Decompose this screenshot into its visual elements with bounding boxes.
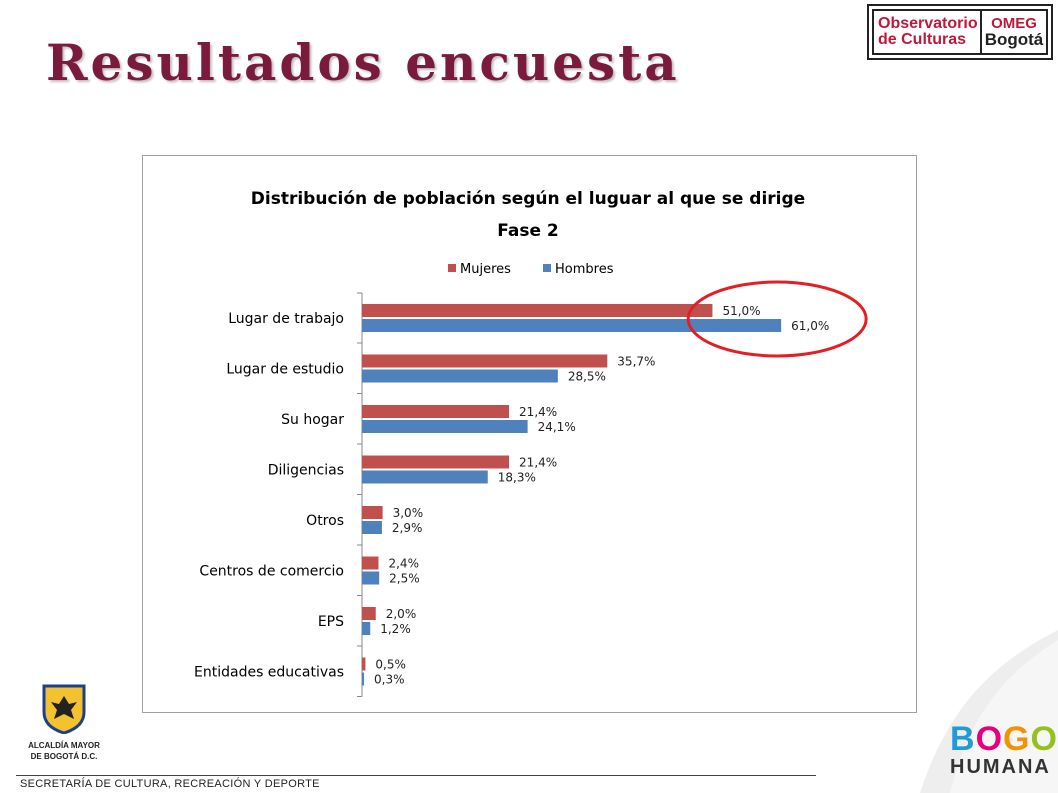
bar-chart: Distribución de población según el lugua… [194,189,868,697]
bar-mujeres [362,455,510,469]
observatorio-line2: de Culturas [878,31,967,48]
category-label: Entidades educativas [194,665,344,681]
bar-mujeres [362,556,379,570]
bar-hombres [362,622,371,635]
alcaldia-line1: ALCALDÍA MAYOR [28,741,100,750]
omeg-line2: Bogotá [984,30,1044,49]
chart-title: Distribución de población según el lugua… [251,189,805,209]
bar-hombres [362,369,558,383]
category-label: Lugar de estudio [226,362,344,378]
coat-of-arms-icon [42,684,86,735]
chart-legend: Mujeres Hombres [448,262,614,277]
footer-divider [16,775,816,776]
chart-plot-area: Lugar de trabajo 51,0% 61,0% Lugar de estud… [194,292,829,697]
data-label-mujeres: 21,4% [519,456,557,470]
bogota-humana-logo: BOGOTÁ HUMANA [950,720,1058,778]
bar-mujeres [362,607,376,620]
category-label: Lugar de trabajo [228,311,344,327]
data-label-hombres: 24,1% [538,420,576,434]
data-label-hombres: 61,0% [791,319,829,333]
data-label-mujeres: 2,0% [386,607,417,621]
legend-label-mujeres: Mujeres [460,262,511,277]
bar-mujeres [362,506,383,519]
bar-hombres [362,470,488,484]
data-label-mujeres: 51,0% [722,304,760,318]
alcaldia-line2: DE BOGOTÁ D.C. [30,752,98,762]
category-label: Centros de comercio [199,564,344,580]
chart-subtitle: Fase 2 [497,221,558,241]
data-label-mujeres: 21,4% [519,405,557,419]
category-label: Su hogar [281,412,344,428]
bar-hombres [362,521,382,534]
humana-wordmark: HUMANA [950,756,1051,778]
legend-swatch-mujeres [448,264,456,272]
data-label-hombres: 0,3% [374,673,405,687]
omeg-line1: OMEG [991,15,1037,32]
bogota-wordmark: BOGOTÁ [950,720,1058,758]
legend-swatch-hombres [543,264,551,272]
highlight-circle [686,280,868,358]
bar-hombres [362,420,528,433]
bar-hombres [362,672,365,686]
bar-mujeres [362,657,366,671]
bar-hombres [362,571,380,585]
bar-mujeres [362,354,608,368]
data-label-mujeres: 0,5% [375,658,406,672]
data-label-mujeres: 35,7% [617,355,655,369]
category-label: Otros [306,513,344,529]
bar-mujeres [362,405,510,418]
category-label: Diligencias [268,463,344,479]
observatorio-omeg-logo: Observatorio de Culturas OMEG Bogotá [867,4,1053,60]
chart-frame: Distribución de población según el lugua… [142,155,917,713]
category-label: EPS [318,614,344,630]
decorative-swoosh [920,630,1058,793]
data-label-mujeres: 3,0% [393,506,424,520]
bar-mujeres [362,304,713,317]
bar-hombres [362,319,782,332]
legend-label-hombres: Hombres [555,262,614,277]
footer-text: SECRETARÍA DE CULTURA, RECREACIÓN Y DEPO… [20,778,320,790]
data-label-hombres: 1,2% [380,622,411,636]
observatorio-line1: Observatorio [878,15,978,32]
data-label-mujeres: 2,4% [388,557,419,571]
data-label-hombres: 2,5% [389,572,420,586]
data-label-hombres: 18,3% [498,471,536,485]
data-label-hombres: 28,5% [568,370,606,384]
data-label-hombres: 2,9% [392,521,423,535]
slide-title: Resultados encuesta [46,33,680,92]
alcaldia-logo: ALCALDÍA MAYOR DE BOGOTÁ D.C. [16,684,112,761]
